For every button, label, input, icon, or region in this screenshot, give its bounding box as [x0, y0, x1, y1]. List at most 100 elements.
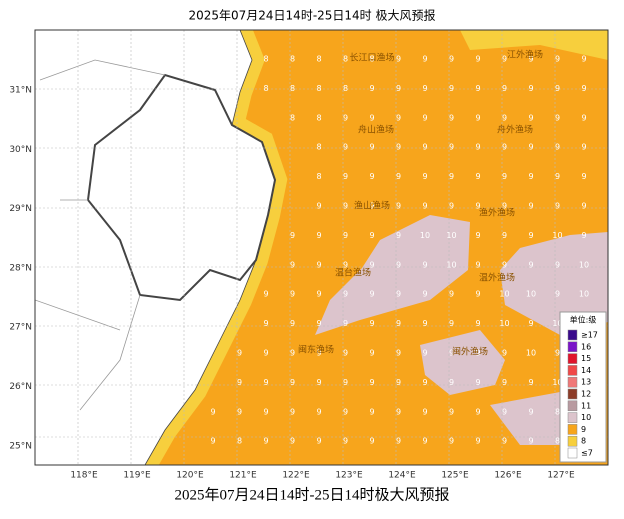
grid-value: 9: [316, 319, 321, 328]
grid-value: 9: [316, 231, 321, 240]
grid-value: 9: [502, 202, 507, 211]
legend-swatch: [567, 400, 578, 412]
legend-swatch: [567, 412, 578, 423]
grid-value: 9: [422, 349, 427, 358]
grid-value: 9: [581, 113, 586, 122]
grid-value: 9: [237, 349, 242, 358]
grid-value: 9: [369, 260, 374, 269]
grid-value: 9: [475, 349, 480, 358]
grid-value: 10: [552, 231, 562, 240]
title: 2025年07月24日14时-25日14时 极大风预报: [188, 8, 435, 23]
grid-value: 10: [446, 231, 456, 240]
zone-label: 渔山渔场: [354, 201, 390, 212]
grid-value: 9: [343, 260, 348, 269]
grid-value: 8: [316, 143, 321, 152]
grid-value: 10: [446, 260, 456, 269]
grid-value: 9: [581, 84, 586, 93]
lon-label: 126°E: [494, 471, 522, 481]
grid-value: 9: [369, 319, 374, 328]
legend-box: [559, 311, 607, 463]
province-border: [86, 73, 277, 302]
grid-value: 9: [555, 349, 560, 358]
grid-value: 9: [369, 349, 374, 358]
grid-value: 9: [316, 202, 321, 211]
grid-value: 9: [343, 319, 348, 328]
legend-swatch: [567, 329, 578, 341]
grid-value: 9: [422, 378, 427, 387]
grid-value: 9: [263, 319, 268, 328]
lon-label: 125°E: [441, 471, 469, 481]
grid-value: 9: [396, 437, 401, 446]
grid-value: 10: [526, 290, 536, 299]
grid-value: 9: [449, 172, 454, 181]
grid-value: 9: [396, 290, 401, 299]
lat-label: 30°N: [9, 145, 32, 155]
grid-value: 9: [396, 55, 401, 64]
grid-value: 9: [316, 290, 321, 299]
legend-swatch: [567, 435, 578, 447]
grid-value: 9: [528, 231, 533, 240]
lon-label: 119°E: [123, 471, 151, 481]
legend-title: 单位:级: [570, 315, 597, 325]
zone-label: 渔外渔场: [479, 207, 515, 219]
grid-value: 9: [449, 202, 454, 211]
legend-label: 9: [581, 425, 586, 434]
lon-label: 118°E: [70, 471, 98, 481]
grid-value: 9: [343, 143, 348, 152]
value-grid: 8 8 8 8 8 9 9 9 9 9 9 9 9 8 8 8 8 9 9 9 9 9 9 9 9 9 8 8 9 9 9 9 9 9 9 9 9 9 8 9…: [210, 55, 589, 446]
grid-value: 10: [420, 231, 430, 240]
grid-value: 9: [502, 349, 507, 358]
grid-value: 9: [316, 407, 321, 416]
grid-value: 10: [499, 290, 509, 299]
grid-value: 9: [290, 378, 295, 387]
grid-value: 9: [343, 437, 348, 446]
grid-value: 9: [422, 55, 427, 64]
grid-value: 10: [526, 349, 536, 358]
lat-label: 28°N: [9, 263, 32, 273]
grid-value: 8: [316, 84, 321, 93]
grid-value: 9: [528, 143, 533, 152]
grid-value: 9: [422, 260, 427, 269]
grid-value: 8: [263, 84, 268, 93]
grid-value: 9: [502, 260, 507, 269]
grid-value: 9: [502, 172, 507, 181]
zone-label: 长江口渔场: [349, 52, 394, 64]
grid-value: 9: [396, 231, 401, 240]
grid-value: 9: [502, 84, 507, 93]
grid-value: 9: [290, 231, 295, 240]
legend-swatch: [567, 376, 578, 388]
grid-value: 9: [528, 407, 533, 416]
grid-value: 8: [237, 437, 242, 446]
grid-value: 10: [552, 378, 562, 387]
legend-swatch: [567, 341, 578, 353]
grid-value: 9: [555, 55, 560, 64]
grid-value: 8: [290, 55, 295, 64]
grid-value: 9: [555, 113, 560, 122]
grid-value: 9: [290, 319, 295, 328]
grid-value: 9: [343, 378, 348, 387]
grid-value: 9: [290, 349, 295, 358]
legend-label: 14: [581, 366, 591, 375]
grid-value: 9: [422, 202, 427, 211]
caption: 2025年07月24日14时-25日14时极大风预报: [175, 486, 450, 503]
grid-value: 8: [290, 84, 295, 93]
lat-label: 26°N: [9, 382, 32, 392]
grid-value: 8: [343, 84, 348, 93]
grid-value: 9: [369, 231, 374, 240]
grid-value: 9: [422, 143, 427, 152]
grid-value: 9: [369, 84, 374, 93]
map: 8 8 8 8 8 9 9 9 9 9 9 9 9 8 8 8 8 9 9 9 9 9 9 9 9 9 8 8 9 9 9 9 9 9 9 9 9 9 8 9…: [35, 30, 608, 465]
grid-value: 9: [528, 172, 533, 181]
grid-value: 9: [581, 143, 586, 152]
lat-label: 29°N: [9, 204, 32, 214]
grid-value: 9: [343, 231, 348, 240]
grid-value: 9: [422, 84, 427, 93]
grid-value: 9: [263, 378, 268, 387]
grid-value: 9: [555, 172, 560, 181]
grid-value: 9: [237, 378, 242, 387]
zone-label: 闽外渔场: [452, 346, 488, 358]
grid-value: 9: [555, 260, 560, 269]
grid-value: 10: [579, 260, 589, 269]
zone-label: 舟外渔场: [497, 124, 533, 136]
grid-value: 9: [449, 84, 454, 93]
